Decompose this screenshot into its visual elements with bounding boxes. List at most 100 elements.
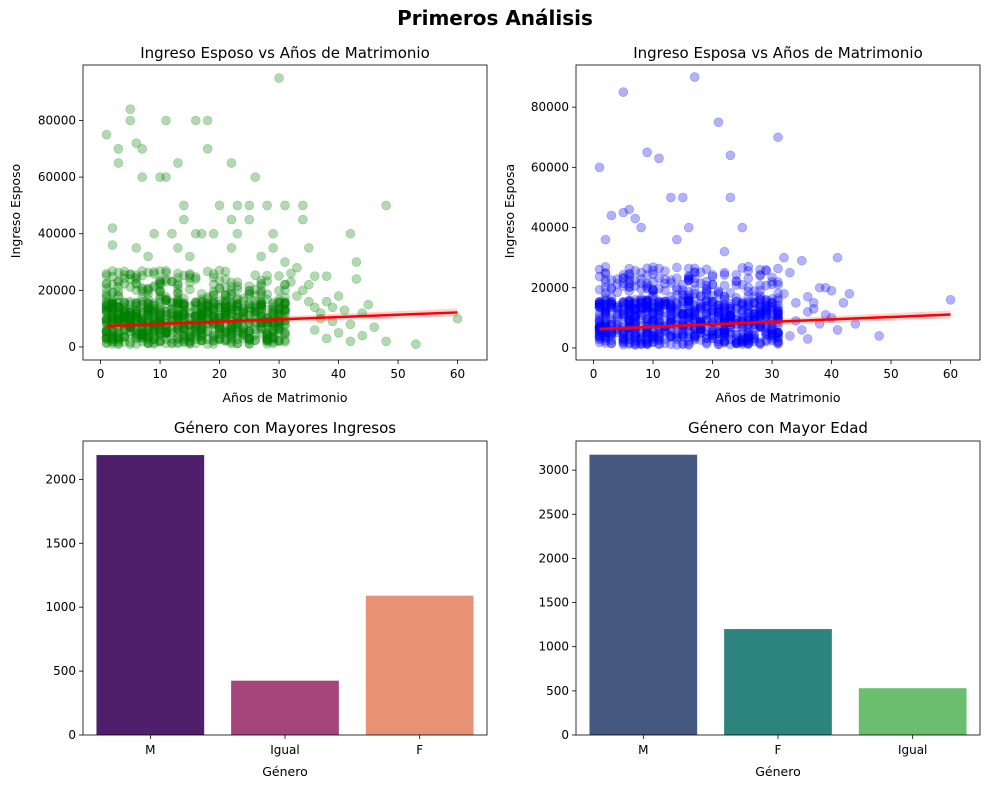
scatter-point — [113, 327, 124, 337]
scatter-point — [594, 301, 605, 312]
scatter-point — [689, 267, 700, 278]
scatter-point — [624, 315, 635, 325]
scatter-point — [802, 307, 813, 317]
scatter-point — [701, 285, 712, 295]
scatter-point — [107, 287, 118, 298]
scatter-point — [749, 330, 760, 340]
scatter-point — [767, 279, 777, 290]
scatter-point — [107, 332, 118, 342]
scatter-point — [642, 339, 652, 349]
scatter-point — [125, 314, 136, 324]
scatter-point — [737, 337, 748, 348]
scatter-point — [232, 298, 243, 309]
scatter-point — [113, 291, 124, 302]
scatter-point — [268, 333, 278, 344]
scatter-point — [226, 325, 237, 336]
scatter-point — [594, 271, 605, 282]
scatter-point — [636, 296, 646, 306]
scatter-point — [725, 192, 736, 203]
scatter-point — [226, 308, 237, 318]
scatter-point — [292, 291, 302, 301]
scatter-point — [636, 293, 646, 303]
scatter-point — [161, 276, 171, 287]
scatter-point — [654, 298, 664, 308]
scatter-point — [339, 305, 350, 315]
scatter-point — [119, 269, 130, 280]
scatter-point — [202, 300, 213, 311]
scatter-point — [107, 298, 118, 309]
scatter-point — [220, 303, 231, 314]
scatter-point — [280, 297, 290, 308]
scatter-point — [719, 291, 730, 301]
scatter-point — [107, 287, 118, 298]
scatter-point — [220, 300, 231, 310]
scatter-point — [636, 310, 646, 320]
scatter-point — [196, 303, 207, 313]
scatter-point — [137, 329, 148, 340]
scatter-point — [743, 261, 754, 272]
scatter-point — [155, 266, 165, 276]
scatter-point — [113, 302, 124, 312]
scatter-point — [161, 172, 171, 182]
scatter-point — [713, 309, 724, 320]
scatter-point — [232, 293, 243, 304]
scatter-point — [321, 333, 332, 344]
scatter-point — [660, 338, 670, 349]
scatter-point — [666, 314, 676, 325]
scatter-point — [113, 144, 124, 154]
scatter-point — [654, 334, 664, 345]
scatter-point — [618, 281, 629, 291]
scatter-point — [773, 132, 783, 143]
scatter-point — [256, 323, 267, 334]
scatter-point — [220, 282, 231, 293]
scatter-point — [280, 298, 290, 309]
scatter-point — [149, 331, 159, 342]
scatter-point — [238, 327, 249, 337]
scatter-point — [737, 334, 748, 345]
scatter-point — [149, 305, 159, 316]
scatter-point — [149, 300, 159, 310]
scatter-point — [666, 298, 676, 309]
scatter-point — [654, 332, 664, 343]
scatter-point — [226, 338, 237, 349]
scatter-point — [767, 297, 777, 308]
scatter-point — [113, 302, 124, 313]
scatter-point — [107, 302, 118, 313]
scatter-point — [161, 265, 171, 276]
scatter-point — [713, 300, 724, 311]
scatter-point — [624, 338, 635, 348]
scatter-point — [666, 291, 676, 302]
scatter-point — [119, 303, 130, 313]
scatter-point — [131, 339, 142, 349]
scatter-point — [600, 299, 611, 310]
scatter-point — [107, 314, 118, 324]
scatter-point — [648, 330, 658, 341]
scatter-point — [256, 299, 267, 310]
scatter-point — [767, 327, 777, 337]
scatter-point — [232, 305, 243, 316]
scatter-point — [131, 300, 142, 311]
scatter-point — [226, 322, 237, 333]
scatter-point — [683, 293, 694, 304]
scatter-point — [707, 279, 718, 290]
scatter-point — [648, 285, 658, 296]
scatter-point — [131, 298, 142, 309]
scatter-point — [648, 313, 658, 324]
scatter-point — [672, 334, 682, 345]
scatter-point — [648, 308, 658, 318]
bar — [231, 680, 339, 735]
scatter-point — [280, 305, 290, 315]
scatter-point — [689, 267, 700, 277]
scatter-point — [678, 330, 688, 340]
scatter-point — [208, 286, 219, 297]
scatter-point — [755, 293, 765, 303]
scatter-point — [196, 310, 207, 320]
scatter-point — [600, 335, 611, 346]
scatter-point — [173, 284, 183, 294]
y-tick-label: 0 — [561, 728, 569, 742]
scatter-point — [648, 308, 658, 318]
scatter-point — [226, 297, 237, 307]
scatter-point — [701, 276, 712, 287]
scatter-point — [761, 335, 771, 345]
scatter-point — [737, 336, 748, 346]
